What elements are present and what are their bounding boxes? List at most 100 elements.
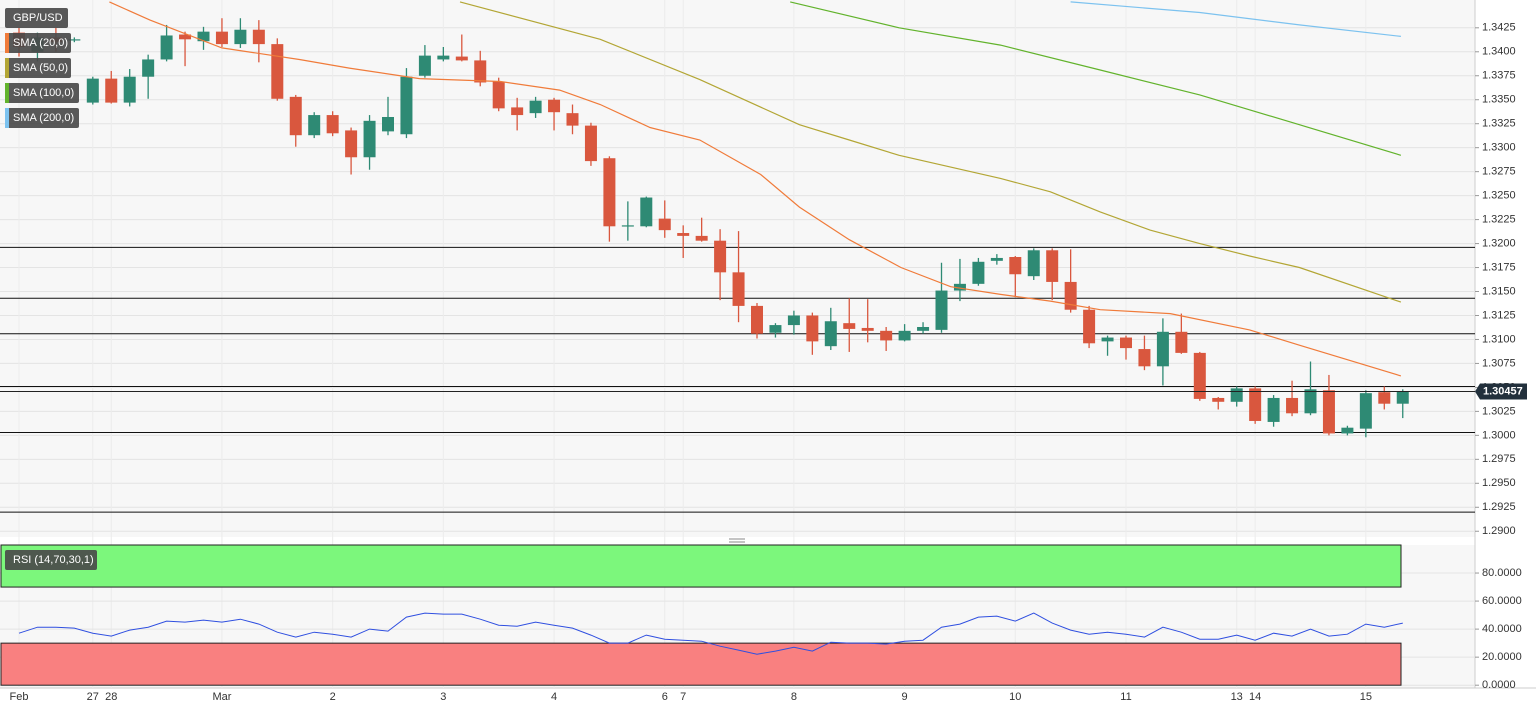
legend-box — [5, 33, 71, 53]
candle-body — [123, 76, 136, 103]
y-tick-label: 1.3025 — [1482, 405, 1516, 417]
candle-body — [1267, 397, 1280, 422]
y-tick-label: 1.3100 — [1482, 333, 1516, 345]
candle-body — [492, 81, 505, 109]
x-tick-label: 10 — [1009, 691, 1021, 703]
y-tick-label: 1.3175 — [1482, 261, 1516, 273]
candle-body — [584, 125, 597, 162]
sma-line — [459, 1, 1402, 303]
legend-box — [5, 58, 71, 78]
candle-body — [1193, 352, 1206, 399]
candle-body — [1341, 427, 1354, 434]
legend-box — [5, 550, 97, 570]
y-tick-label: 1.3075 — [1482, 357, 1516, 369]
candle-body — [714, 240, 727, 273]
last-price-label: 1.30457 — [1483, 385, 1523, 397]
candle-body — [142, 59, 155, 77]
candle-body — [197, 31, 210, 42]
panel-separator — [0, 537, 1536, 545]
candle-body — [658, 218, 671, 231]
candle-body — [1009, 256, 1022, 275]
candle-body — [935, 290, 948, 330]
x-tick-label: Feb — [10, 691, 29, 703]
x-tick-label: 27 — [87, 691, 99, 703]
candle-body — [880, 330, 893, 341]
x-tick-label: 15 — [1360, 691, 1372, 703]
candle-body — [326, 115, 339, 134]
candle-body — [400, 76, 413, 135]
candle-body — [1064, 281, 1077, 310]
y-tick-label: 1.3300 — [1482, 142, 1516, 154]
y-tick-label: 1.2925 — [1482, 501, 1516, 513]
x-tick-label: 11 — [1120, 691, 1131, 703]
y-tick-label: 20.0000 — [1482, 651, 1522, 663]
candle-body — [695, 235, 708, 241]
candle-body — [917, 326, 930, 331]
legend-label: SMA (50,0) — [13, 62, 68, 74]
y-tick-label: 1.2900 — [1482, 525, 1516, 537]
candle-body — [861, 327, 874, 331]
y-tick-label: 1.3325 — [1482, 118, 1516, 130]
candle-body — [418, 55, 431, 76]
y-tick-label: 1.3200 — [1482, 237, 1516, 249]
candle-body — [972, 261, 985, 284]
y-tick-label: 1.3350 — [1482, 94, 1516, 106]
candle-body — [215, 31, 228, 45]
candle-body — [179, 34, 192, 40]
candle-body — [548, 99, 561, 113]
candle-body — [271, 44, 284, 99]
y-tick-label: 1.3375 — [1482, 70, 1516, 82]
y-tick-label: 1.3250 — [1482, 190, 1516, 202]
candle-body — [898, 330, 911, 341]
candle-body — [234, 29, 247, 45]
candle-body — [787, 315, 800, 326]
y-tick-label: 0.0000 — [1482, 679, 1516, 691]
candle-body — [529, 100, 542, 114]
candle-body — [1322, 390, 1335, 434]
legend-title: GBP/USD — [13, 12, 63, 24]
candle-body — [566, 113, 579, 126]
x-tick-label: 9 — [902, 691, 908, 703]
x-tick-label: 13 — [1231, 691, 1243, 703]
y-tick-label: 1.3125 — [1482, 309, 1516, 321]
y-tick-label: 1.3275 — [1482, 166, 1516, 178]
x-tick-label: 6 — [662, 691, 668, 703]
candle-body — [1396, 391, 1409, 404]
candle-body — [603, 158, 616, 227]
candle-body — [953, 283, 966, 291]
candle-body — [1359, 393, 1372, 429]
x-tick-label: 4 — [551, 691, 557, 703]
candle-body — [1212, 397, 1225, 402]
x-tick-label: 3 — [440, 691, 446, 703]
legend-title: RSI (14,70,30,1) — [13, 554, 94, 566]
x-tick-label: 2 — [330, 691, 336, 703]
candle-body — [806, 315, 819, 342]
candle-body — [1083, 309, 1096, 344]
legend-label: SMA (20,0) — [13, 37, 68, 49]
legend-swatch — [5, 83, 9, 103]
candle-body — [105, 78, 118, 103]
y-tick-label: 1.3400 — [1482, 46, 1516, 58]
candle-body — [1046, 250, 1059, 282]
candle-body — [1101, 337, 1114, 342]
candle-body — [990, 257, 1003, 261]
candle-body — [437, 55, 450, 60]
legend-label: SMA (200,0) — [13, 112, 74, 124]
y-tick-label: 60.0000 — [1482, 595, 1522, 607]
candle-body — [1120, 337, 1132, 349]
candle-body — [1027, 250, 1040, 277]
y-tick-label: 1.3150 — [1482, 285, 1516, 297]
y-tick-label: 1.3000 — [1482, 429, 1516, 441]
y-tick-label: 1.3225 — [1482, 214, 1516, 226]
candle-body — [474, 60, 487, 83]
candle-body — [640, 197, 653, 227]
candle-body — [455, 56, 468, 61]
legend-swatch — [5, 108, 9, 128]
candle-body — [252, 29, 265, 45]
x-tick-label: Mar — [212, 691, 231, 703]
candle-body — [843, 323, 856, 329]
sma-line — [109, 1, 1402, 377]
candle-body — [511, 107, 524, 116]
x-tick-label: 8 — [791, 691, 797, 703]
last-price-box — [1475, 383, 1527, 400]
